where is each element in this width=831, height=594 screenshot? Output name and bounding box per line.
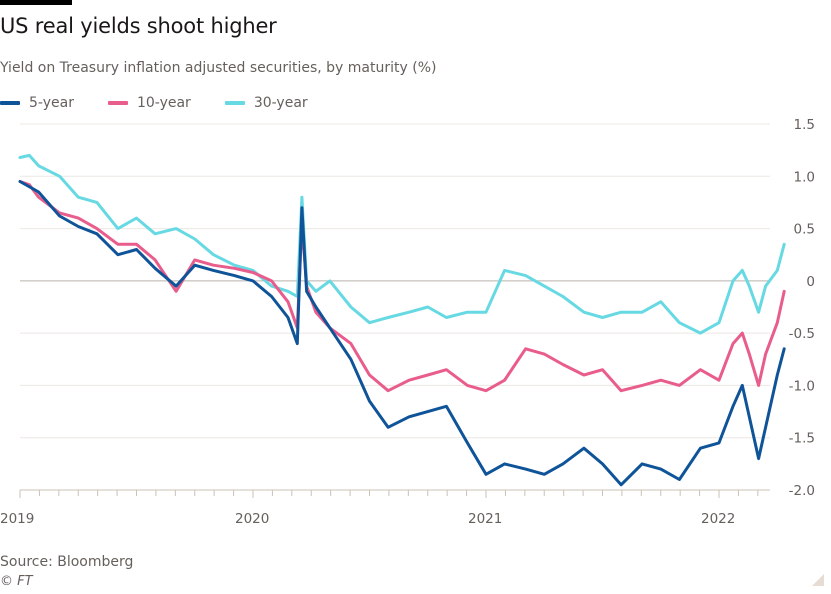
x-tick-label: 2020 (235, 511, 269, 527)
legend-label-5-year: 5-year (29, 95, 74, 111)
legend-swatch-10-year (107, 101, 128, 105)
y-tick-label: 1.5 (794, 117, 815, 133)
x-tick-label: 2022 (701, 511, 735, 527)
y-tick-label: -1.0 (789, 378, 815, 394)
x-tick-label: 2019 (0, 511, 34, 527)
y-tick-label: -1.5 (789, 431, 815, 447)
brand-bar (0, 0, 72, 5)
legend-label-30-year: 30-year (253, 95, 308, 111)
series-line-5-year (18, 180, 786, 487)
legend-item-30-year: 30-year (224, 95, 308, 111)
series-line-30-year (18, 153, 786, 335)
copyright-note: © FT (0, 574, 33, 589)
corner-mark (812, 574, 824, 586)
series-lines (18, 153, 786, 487)
y-tick-label: 1.0 (794, 169, 815, 185)
y-tick-label: 0.5 (794, 222, 815, 238)
chart-title: US real yields shoot higher (0, 14, 277, 38)
legend-item-5-year: 5-year (0, 95, 74, 111)
legend-swatch-30-year (224, 101, 245, 105)
y-axis: 1.5 1.0 0.5 0 -0.5 -1.0 -1.5 -2.0 (789, 117, 815, 499)
legend: 5-year 10-year 30-year (0, 95, 342, 111)
legend-label-10-year: 10-year (136, 95, 191, 111)
series-line-10-year (18, 180, 786, 393)
y-tick-label: 0 (806, 274, 815, 290)
y-tick-label: -2.0 (789, 483, 815, 499)
source-note: Source: Bloomberg (0, 554, 134, 570)
y-tick-label: -0.5 (789, 326, 815, 342)
gridlines (20, 123, 770, 439)
legend-swatch-5-year (0, 101, 20, 105)
x-axis: 2019 2020 2021 2022 (0, 489, 770, 527)
chart-subtitle: Yield on Treasury inflation adjusted sec… (0, 60, 437, 76)
x-tick-label: 2021 (468, 511, 502, 527)
legend-item-10-year: 10-year (107, 95, 191, 111)
